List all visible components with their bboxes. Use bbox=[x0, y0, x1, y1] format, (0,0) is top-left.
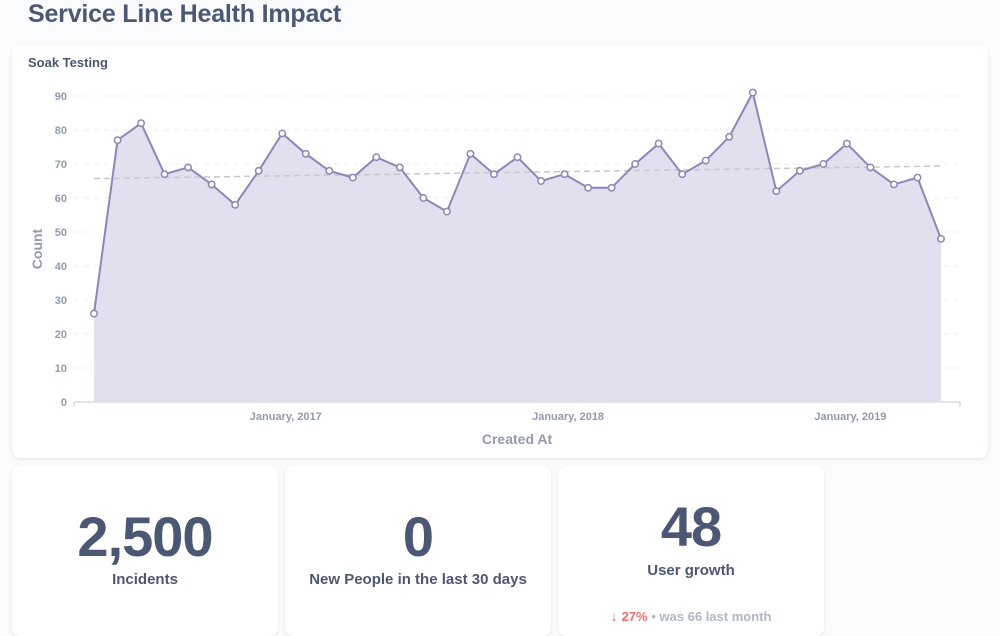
y-tick-label: 50 bbox=[55, 227, 67, 239]
dashboard-title: Service Line Health Impact bbox=[28, 0, 341, 28]
data-point bbox=[631, 160, 640, 168]
data-point bbox=[207, 180, 216, 189]
new-people-card[interactable]: 0 New People in the last 30 days bbox=[285, 466, 551, 636]
area-fill bbox=[94, 92, 941, 402]
previous-value: was 66 bbox=[659, 609, 703, 624]
y-axis-title: Count bbox=[29, 228, 45, 269]
y-tick-label: 0 bbox=[61, 397, 67, 409]
y-tick-label: 90 bbox=[55, 91, 67, 103]
x-axis-title: Created At bbox=[482, 431, 553, 447]
separator-dot: • bbox=[651, 609, 656, 624]
y-tick-label: 70 bbox=[55, 159, 67, 171]
data-point bbox=[913, 173, 922, 182]
data-point bbox=[937, 234, 945, 243]
incidents-label[interactable]: Incidents bbox=[112, 571, 178, 588]
data-point bbox=[137, 119, 146, 128]
data-point bbox=[560, 170, 569, 179]
y-tick-label: 20 bbox=[55, 329, 67, 341]
x-tick-label: January, 2019 bbox=[814, 411, 886, 423]
data-point bbox=[395, 163, 404, 172]
chart-title[interactable]: Soak Testing bbox=[28, 55, 108, 70]
data-point bbox=[254, 166, 263, 175]
data-point bbox=[278, 129, 287, 138]
data-point bbox=[513, 153, 522, 162]
user-growth-value: 48 bbox=[660, 495, 722, 558]
y-tick-label: 60 bbox=[55, 193, 67, 205]
data-point bbox=[819, 160, 828, 168]
data-point bbox=[889, 180, 898, 189]
data-point bbox=[866, 163, 875, 172]
incidents-value: 2,500 bbox=[77, 505, 213, 568]
user-growth-card[interactable]: 48 User growth ↓ 27% • was 66 last month bbox=[558, 466, 824, 636]
data-point bbox=[584, 183, 593, 192]
comparison-period: last month bbox=[705, 609, 772, 624]
data-point bbox=[678, 170, 687, 179]
arrow-down-icon: ↓ bbox=[610, 608, 618, 624]
y-tick-label: 10 bbox=[55, 363, 67, 375]
change-percent: 27% bbox=[621, 609, 648, 624]
new-people-label[interactable]: New People in the last 30 days bbox=[309, 571, 527, 588]
data-point bbox=[725, 132, 734, 141]
data-point bbox=[607, 183, 616, 192]
x-tick-label: January, 2018 bbox=[532, 411, 604, 423]
data-point bbox=[184, 163, 193, 172]
user-growth-comparison: ↓ 27% • was 66 last month bbox=[558, 608, 824, 624]
data-point bbox=[442, 207, 451, 216]
data-point bbox=[348, 173, 357, 182]
y-tick-label: 30 bbox=[55, 295, 67, 307]
area-chart[interactable]: 0 10 20 30 40 50 60 70 80 90 January, 2017 January,… bbox=[12, 45, 988, 458]
data-point bbox=[90, 309, 98, 318]
data-point bbox=[748, 88, 757, 97]
y-tick-label: 40 bbox=[55, 261, 67, 273]
data-point bbox=[537, 177, 545, 185]
data-point bbox=[466, 149, 475, 158]
data-point bbox=[772, 187, 781, 196]
x-tick-label: January, 2017 bbox=[250, 411, 322, 423]
data-point bbox=[160, 170, 169, 179]
data-point bbox=[372, 153, 381, 162]
data-point bbox=[301, 149, 310, 158]
user-growth-label[interactable]: User growth bbox=[647, 562, 735, 579]
data-point bbox=[654, 139, 663, 148]
data-point bbox=[795, 166, 804, 175]
data-point bbox=[325, 166, 334, 175]
data-point bbox=[842, 139, 851, 148]
data-point bbox=[701, 156, 710, 165]
new-people-value: 0 bbox=[402, 505, 434, 568]
incidents-card[interactable]: 2,500 Incidents bbox=[12, 466, 278, 636]
chart-card[interactable]: Soak Testing 0 10 20 30 40 50 60 70 80 90 January,… bbox=[12, 45, 988, 458]
data-point bbox=[231, 200, 240, 209]
y-tick-label: 80 bbox=[55, 125, 67, 137]
data-point bbox=[113, 136, 122, 145]
data-point bbox=[419, 194, 428, 202]
data-point bbox=[490, 170, 498, 179]
